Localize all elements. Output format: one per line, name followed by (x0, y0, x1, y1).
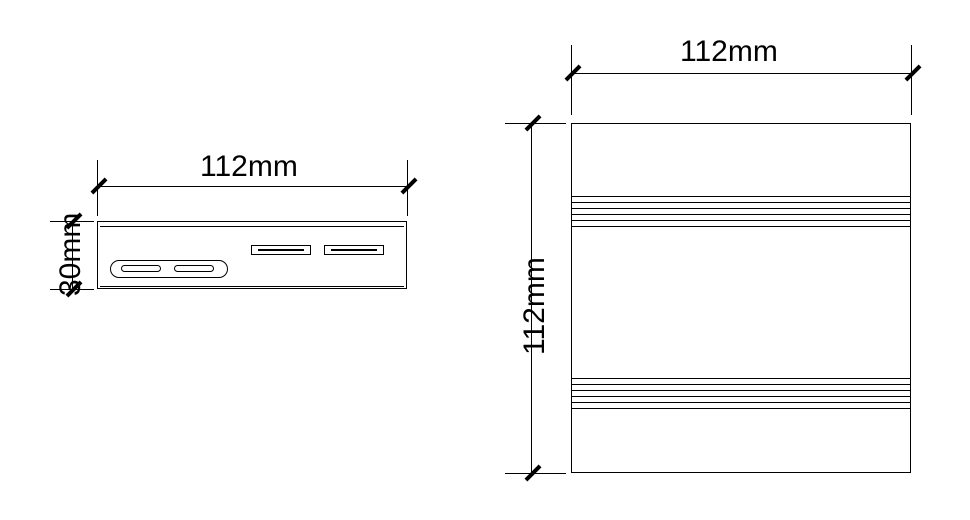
enclosure-inner-edge (100, 286, 404, 287)
top-height-dim-line (531, 123, 532, 473)
enclosure-ridge (572, 202, 910, 203)
dim-ext-line (97, 160, 98, 216)
enclosure-ridge (572, 220, 910, 221)
enclosure-ridge (572, 208, 910, 209)
enclosure-ridge (572, 390, 910, 391)
top-width-dim-line (571, 73, 911, 74)
dim-ext-line (505, 123, 566, 124)
dim-ext-line (505, 473, 566, 474)
enclosure-ridge (572, 384, 910, 385)
front-view-enclosure (97, 221, 407, 289)
dim-ext-line (571, 45, 572, 115)
enclosure-ridge (572, 226, 910, 227)
top-height-dim-label: 112mm (518, 257, 552, 355)
drawing-stage: 112mm 30mm 112mm 112mm (0, 0, 970, 520)
top-view-enclosure (571, 123, 911, 473)
dim-ext-line (50, 221, 94, 222)
dim-ext-line (911, 45, 912, 115)
enclosure-ridge (572, 396, 910, 397)
usb-port (251, 245, 311, 255)
power-slot (174, 265, 214, 272)
usb-port (324, 245, 384, 255)
enclosure-ridge (572, 196, 910, 197)
front-height-dim-line (72, 221, 73, 289)
enclosure-inner-edge (100, 226, 404, 227)
top-width-dim-label: 112mm (680, 35, 778, 69)
enclosure-ridge (572, 408, 910, 409)
usb-port-inner (331, 249, 377, 251)
dim-ext-line (50, 289, 94, 290)
usb-port-inner (258, 249, 304, 251)
dim-ext-line (407, 160, 408, 216)
power-slot (121, 265, 161, 272)
front-width-dim-label: 112mm (200, 150, 298, 184)
front-width-dim-line (97, 186, 407, 187)
enclosure-ridge (572, 402, 910, 403)
enclosure-ridge (572, 214, 910, 215)
enclosure-ridge (572, 378, 910, 379)
